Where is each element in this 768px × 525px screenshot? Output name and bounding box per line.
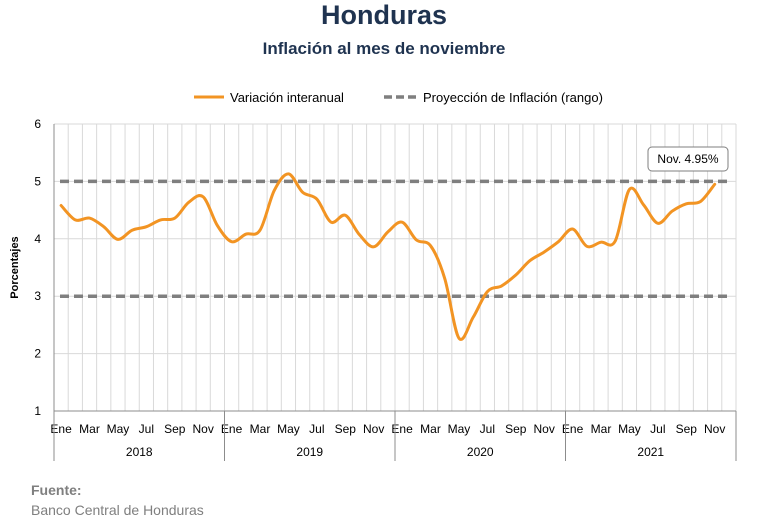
x-tick-label: Nov xyxy=(704,422,725,436)
x-tick-label: Sep xyxy=(676,422,698,436)
x-tick-label: Nov xyxy=(193,422,214,436)
y-tick-label: 2 xyxy=(34,347,41,361)
x-tick-label: Ene xyxy=(50,422,72,436)
x-tick-label: Jul xyxy=(480,422,495,436)
y-tick-label: 3 xyxy=(34,289,41,303)
y-tick-label: 6 xyxy=(34,117,41,131)
source-text: Banco Central de Honduras xyxy=(31,502,204,518)
x-tick-label: Sep xyxy=(335,422,357,436)
x-tick-label: Mar xyxy=(591,422,612,436)
source-label: Fuente: xyxy=(31,482,82,498)
x-tick-label: Sep xyxy=(164,422,186,436)
legend-label-inflation: Variación interanual xyxy=(230,90,344,105)
y-tick-label: 4 xyxy=(34,232,41,246)
annotation-label: Nov. 4.95% xyxy=(657,152,718,166)
year-label: 2019 xyxy=(296,445,323,459)
x-tick-label: May xyxy=(448,422,471,436)
x-tick-label: May xyxy=(107,422,130,436)
x-tick-label: Ene xyxy=(391,422,413,436)
x-tick-label: Jul xyxy=(139,422,154,436)
y-tick-label: 1 xyxy=(34,404,41,418)
x-tick-label: Mar xyxy=(79,422,100,436)
x-tick-label: Nov xyxy=(363,422,384,436)
legend-label-target: Proyección de Inflación (rango) xyxy=(423,90,603,105)
year-label: 2021 xyxy=(637,445,664,459)
annotation-box xyxy=(647,146,729,172)
chart-subtitle: Inflación al mes de noviembre xyxy=(262,39,506,58)
inflation-series-line xyxy=(59,172,717,341)
y-tick-label: 5 xyxy=(34,174,41,188)
year-label: 2018 xyxy=(126,445,153,459)
y-axis-title: Porcentajes xyxy=(9,236,21,298)
x-tick-label: May xyxy=(277,422,300,436)
x-tick-label: Sep xyxy=(505,422,527,436)
x-tick-label: Jul xyxy=(650,422,665,436)
x-tick-label: Mar xyxy=(420,422,441,436)
x-tick-label: Ene xyxy=(221,422,243,436)
x-tick-label: Jul xyxy=(309,422,324,436)
year-label: 2020 xyxy=(467,445,494,459)
x-tick-label: Ene xyxy=(562,422,584,436)
chart-title: Honduras xyxy=(320,0,447,30)
x-tick-label: Mar xyxy=(250,422,271,436)
x-tick-label: May xyxy=(618,422,641,436)
x-tick-label: Nov xyxy=(534,422,555,436)
